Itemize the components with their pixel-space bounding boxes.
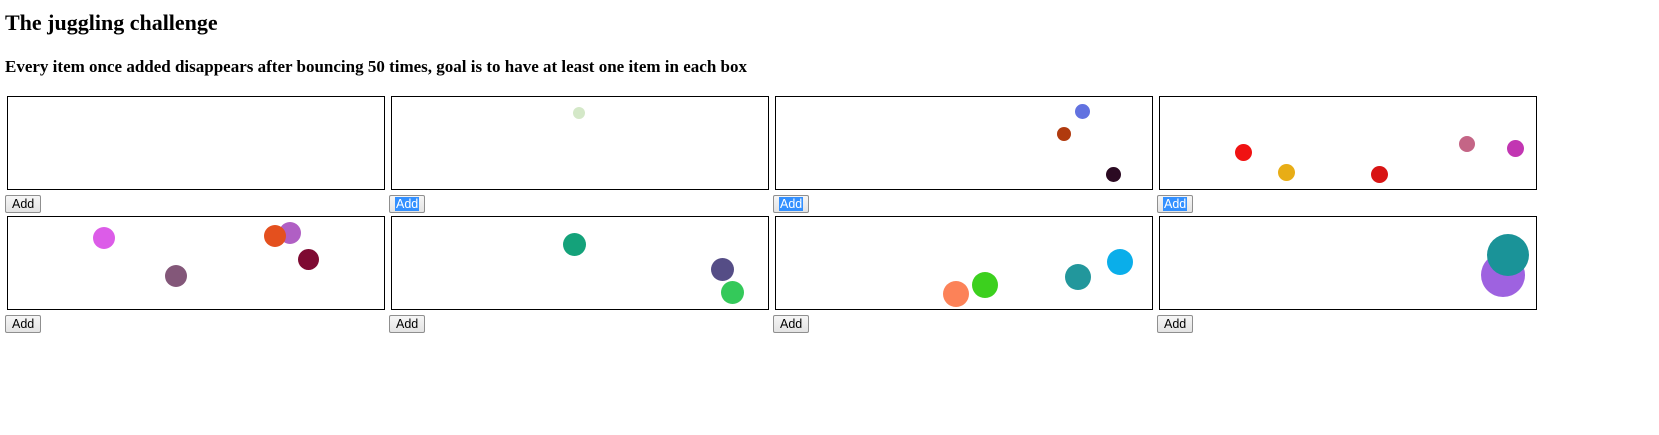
- add-button-6[interactable]: Add: [389, 315, 426, 333]
- add-button-8[interactable]: Add: [1157, 315, 1194, 333]
- juggle-box-4: [1159, 96, 1537, 190]
- juggling-ball: [1065, 264, 1091, 290]
- add-button-1[interactable]: Add: [5, 195, 42, 213]
- juggling-ball: [573, 107, 585, 119]
- juggling-ball: [1370, 165, 1388, 183]
- juggling-ball: [710, 257, 734, 281]
- juggle-box-3: [775, 96, 1153, 190]
- add-button-label: Add: [396, 317, 419, 331]
- add-button-label: Add: [12, 197, 35, 211]
- juggling-ball: [165, 265, 187, 287]
- juggling-ball: [1506, 139, 1524, 157]
- juggling-ball: [297, 248, 319, 270]
- juggling-ball: [972, 272, 998, 298]
- juggling-ball: [1057, 127, 1071, 141]
- juggling-ball: [1459, 136, 1475, 152]
- juggling-ball: [1234, 143, 1252, 161]
- add-button-4[interactable]: Add: [1157, 195, 1194, 213]
- juggling-ball: [943, 281, 969, 307]
- juggling-ball: [1105, 166, 1121, 182]
- juggling-ball: [1107, 249, 1133, 275]
- add-button-label: Add: [12, 317, 35, 331]
- juggling-ball: [1487, 234, 1529, 276]
- add-button-5[interactable]: Add: [5, 315, 42, 333]
- add-button-label: Add: [395, 197, 420, 211]
- add-button-7[interactable]: Add: [773, 315, 810, 333]
- page-title: The juggling challenge: [5, 10, 218, 35]
- juggling-ball: [1074, 103, 1090, 119]
- juggling-ball: [1277, 163, 1295, 181]
- juggling-ball: [93, 227, 115, 249]
- page-subtitle: Every item once added disappears after b…: [5, 57, 747, 76]
- juggle-box-1: [7, 96, 385, 190]
- juggle-box-6: [391, 216, 769, 310]
- juggling-ball: [720, 280, 744, 304]
- add-button-label: Add: [779, 197, 804, 211]
- juggling-ball: [562, 232, 586, 256]
- add-button-3[interactable]: Add: [773, 195, 810, 213]
- juggle-box-7: [775, 216, 1153, 310]
- add-button-label: Add: [1163, 197, 1188, 211]
- juggling-ball: [264, 225, 286, 247]
- add-button-2[interactable]: Add: [389, 195, 426, 213]
- add-button-label: Add: [780, 317, 803, 331]
- juggle-box-8: [1159, 216, 1537, 310]
- juggle-box-5: [7, 216, 385, 310]
- juggle-box-2: [391, 96, 769, 190]
- add-button-label: Add: [1164, 317, 1187, 331]
